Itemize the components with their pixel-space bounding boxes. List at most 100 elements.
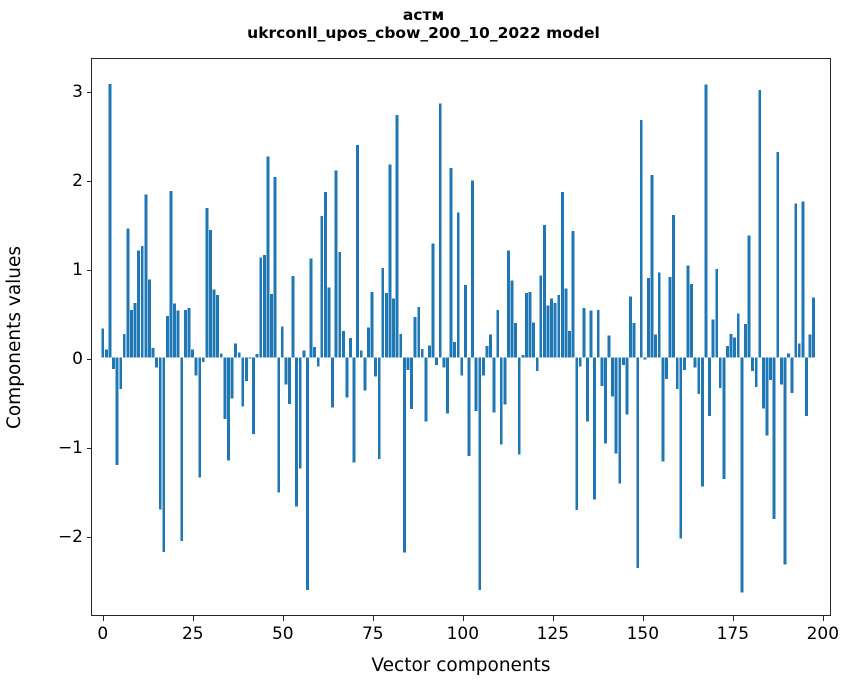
x-tick-mark [732, 615, 734, 621]
bar [718, 357, 722, 388]
bar [194, 357, 198, 376]
bar [528, 292, 532, 358]
x-tick-mark [462, 615, 464, 621]
bar [334, 170, 338, 358]
bar [467, 357, 471, 457]
bar [148, 279, 151, 358]
bar [489, 334, 492, 358]
bar [230, 357, 234, 399]
bar [639, 120, 643, 358]
bar [402, 357, 406, 553]
bar [280, 326, 284, 358]
bar [187, 308, 191, 358]
bar [769, 357, 772, 380]
bar [169, 191, 173, 358]
bar [460, 357, 464, 376]
bar [108, 83, 112, 358]
bar [603, 357, 607, 444]
x-tick-label: 75 [361, 624, 384, 644]
bar [808, 334, 812, 358]
bar [341, 331, 345, 358]
bar [234, 343, 238, 358]
bar [510, 280, 514, 358]
x-tick-label: 100 [446, 624, 480, 644]
bar [363, 357, 367, 391]
y-tick-label: 1 [72, 259, 83, 280]
bar [338, 252, 342, 358]
bar [173, 303, 177, 358]
bar [410, 357, 413, 410]
bar [546, 305, 550, 358]
bar [722, 357, 726, 480]
bar [406, 357, 410, 371]
bar [783, 357, 787, 565]
bar [420, 348, 424, 358]
bar [226, 357, 230, 461]
bar [611, 357, 615, 397]
bar [485, 346, 489, 358]
x-tick-label: 150 [626, 624, 660, 644]
y-tick-mark [86, 358, 92, 360]
bar [708, 357, 711, 417]
bar [682, 357, 686, 371]
x-tick-label: 200 [806, 624, 840, 644]
bar [248, 357, 252, 359]
x-tick-label: 25 [181, 624, 204, 644]
bar [367, 327, 370, 358]
bar [122, 333, 126, 358]
bar [503, 357, 507, 405]
bar [779, 357, 783, 385]
x-tick-label: 50 [271, 624, 294, 644]
bar [463, 285, 467, 358]
chart-title-block: астм ukrconll_upos_cbow_200_10_2022 mode… [0, 6, 847, 43]
bar [542, 224, 546, 358]
bar [442, 357, 446, 368]
bar [517, 357, 521, 455]
bar [316, 357, 320, 367]
bar [331, 357, 334, 408]
bar [607, 335, 611, 358]
bar [600, 357, 604, 387]
bar [201, 357, 205, 363]
bar [381, 268, 385, 358]
bar [499, 357, 503, 445]
bar [223, 357, 227, 419]
bar [291, 276, 295, 358]
bar [647, 277, 650, 358]
bar-series-canvas [101, 83, 816, 593]
bar [424, 357, 428, 422]
bar [668, 277, 672, 358]
bar [219, 353, 223, 358]
bar [575, 357, 579, 511]
plot-area: −2 −1 0 1 2 3 0 25 50 75 100 125 150 175 200 [58, 58, 839, 644]
bar [697, 357, 701, 395]
bar [288, 357, 291, 404]
y-tick-mark [86, 91, 92, 93]
bar [797, 343, 801, 358]
bar [761, 357, 765, 409]
bar [524, 293, 528, 358]
bar [115, 357, 119, 465]
bar [654, 334, 658, 358]
x-tick-mark [192, 615, 194, 621]
bar [560, 191, 564, 358]
x-tick-label: 175 [716, 624, 750, 644]
bar [675, 357, 679, 389]
bar [776, 152, 780, 358]
y-tick-mark [86, 269, 92, 271]
bar [736, 313, 740, 358]
bar [743, 324, 747, 358]
y-tick-mark [86, 447, 92, 449]
bar [582, 308, 586, 358]
bar [740, 357, 744, 593]
bar [112, 357, 115, 370]
bar [438, 103, 442, 358]
y-tick-label: 0 [72, 348, 83, 369]
bar [305, 357, 309, 590]
bar [133, 302, 137, 358]
bar [313, 347, 317, 358]
bar [270, 293, 273, 358]
bar [758, 90, 762, 358]
bar [180, 357, 184, 542]
